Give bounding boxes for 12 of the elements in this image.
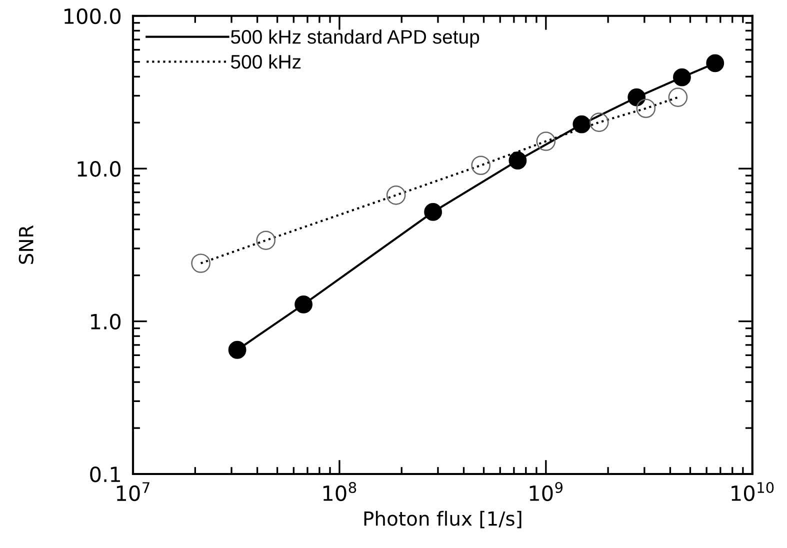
y-tick-label: 10.0 (78, 161, 121, 177)
x-tick-label: 10$^{8}$ (323, 482, 356, 502)
legend-label: 500 kHz (231, 54, 301, 69)
legend-label: 500 kHz standard APD setup (231, 30, 480, 48)
y-tick-label: 1.0 (91, 314, 121, 330)
x-tick-label: 10$^{10}$ (732, 482, 774, 502)
y-axis-title: SNR (18, 225, 34, 264)
x-axis-title: Photon flux [1/s] (364, 510, 522, 528)
y-tick-label: 0.1 (90, 466, 120, 482)
y-tick-label: 100.0 (64, 8, 121, 24)
x-tick-label: 10$^{7}$ (116, 482, 150, 502)
x-tick-label: 10$^{9}$ (530, 482, 563, 502)
